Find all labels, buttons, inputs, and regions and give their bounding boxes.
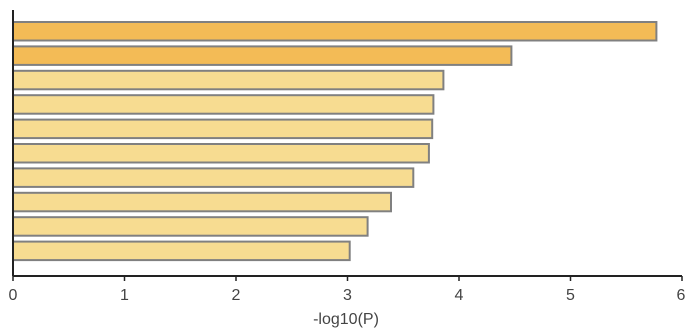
bars-group [12, 21, 658, 262]
bar-1 [12, 21, 658, 42]
x-tick-label-1: 1 [120, 287, 129, 304]
x-tick-label-0: 0 [9, 287, 18, 304]
bar-10 [12, 240, 351, 262]
x-tick-label-6: 6 [677, 287, 686, 304]
bar-5 [12, 118, 434, 140]
bar-2 [12, 45, 513, 66]
bar-9 [12, 216, 369, 237]
bar-7 [12, 167, 415, 188]
x-tick-label-3: 3 [343, 287, 352, 304]
x-tick-label-4: 4 [455, 287, 464, 304]
x-tick-label-2: 2 [232, 287, 241, 304]
x-axis-label: -log10(P) [313, 311, 379, 328]
ticks-group: 0 1 2 3 4 5 6 [9, 276, 686, 304]
bar-6 [12, 143, 430, 164]
x-tick-label-5: 5 [566, 287, 575, 304]
bar-4 [12, 94, 435, 115]
bar-8 [12, 191, 392, 213]
bar-3 [12, 69, 445, 91]
